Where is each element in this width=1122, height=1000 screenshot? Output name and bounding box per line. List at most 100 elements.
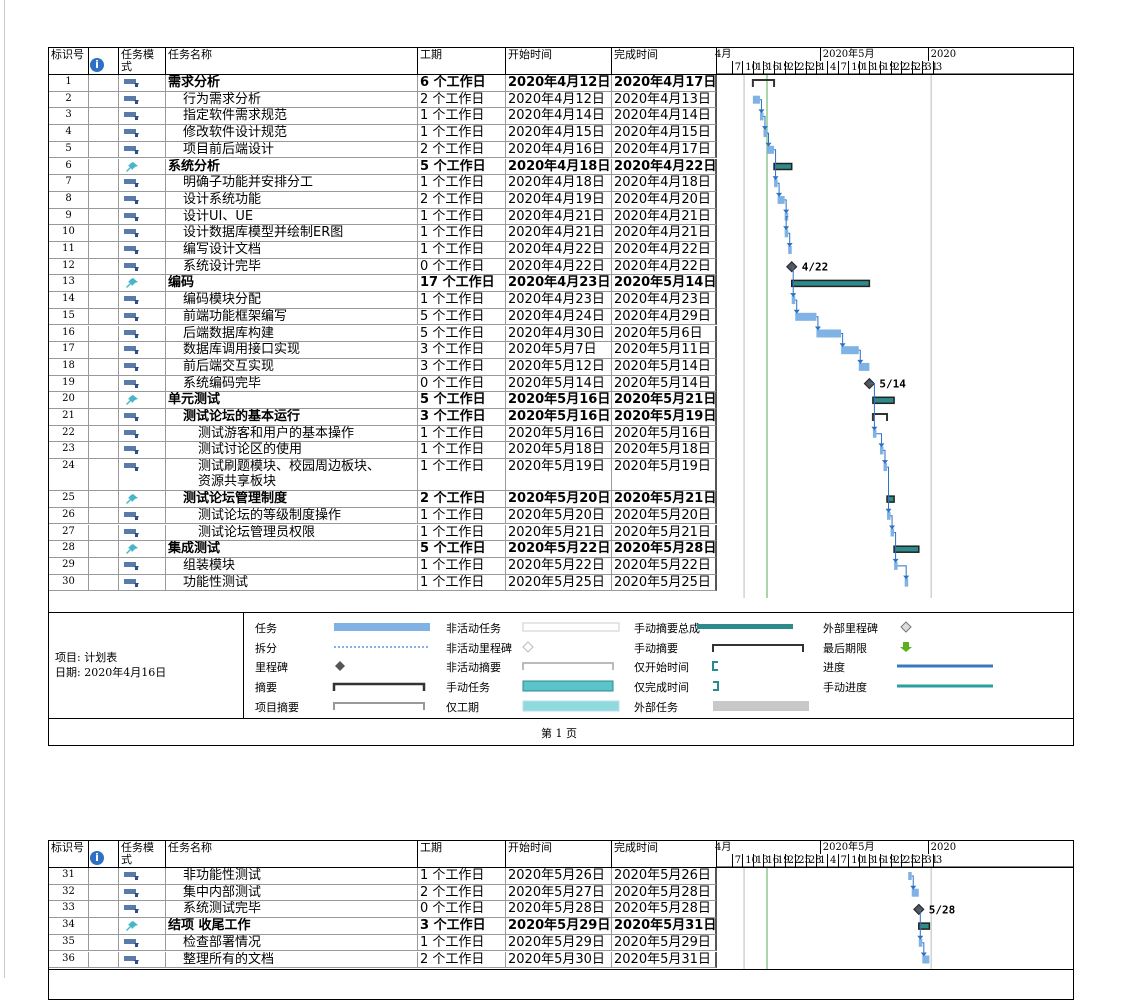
- table-row[interactable]: 19 系统编码完毕 0 个工作日 2020年5月14日 2020年5月14日: [49, 375, 717, 393]
- dependency-arrowhead: [783, 209, 790, 214]
- task-id: 30: [49, 574, 89, 592]
- task-name-text: 系统分析: [168, 158, 221, 174]
- task-name: 项目前后端设计: [166, 141, 418, 159]
- dependency-arrowhead: [917, 935, 924, 940]
- table-row[interactable]: 15 前端功能框架编写 5 个工作日 2020年4月24日 2020年4月29日: [49, 308, 717, 326]
- table-row[interactable]: 20 单元测试 5 个工作日 2020年5月16日 2020年5月21日: [49, 392, 717, 409]
- dependency-arrow: [890, 515, 893, 527]
- table-row[interactable]: 36 整理所有的文档 2 个工作日 2020年5月30日 2020年5月31日: [49, 951, 717, 969]
- task-indicators: [89, 275, 119, 293]
- info-icon: i: [90, 58, 104, 72]
- task-mode: [119, 375, 166, 393]
- timeline-day-label: 4: [827, 61, 838, 74]
- table-row[interactable]: 7 明确子功能并安排分工 1 个工作日 2020年4月18日 2020年4月18日: [49, 175, 717, 192]
- task-start: 2020年5月21日: [506, 524, 612, 542]
- task-indicators: [89, 868, 119, 885]
- table-row[interactable]: 12 系统设计完毕 0 个工作日 2020年4月22日 2020年4月22日: [49, 258, 717, 276]
- table-row[interactable]: 10 设计数据库模型并绘制ER图 1 个工作日 2020年4月21日 2020年4月21…: [49, 225, 717, 242]
- table-row[interactable]: 30 功能性测试 1 个工作日 2020年5月25日 2020年5月25日: [49, 574, 717, 592]
- table-row[interactable]: 4 修改软件设计规范 1 个工作日 2020年4月15日 2020年4月15日: [49, 125, 717, 142]
- table-row[interactable]: 16 后端数据库构建 5 个工作日 2020年4月30日 2020年5月6日: [49, 325, 717, 343]
- table-row[interactable]: 28 集成测试 5 个工作日 2020年5月22日 2020年5月28日: [49, 541, 717, 558]
- dependency-arrow: [918, 908, 921, 937]
- task-mode: [119, 325, 166, 343]
- table-row[interactable]: 35 检查部署情况 1 个工作日 2020年5月29日 2020年5月29日: [49, 934, 717, 952]
- task-mode: [119, 901, 166, 919]
- table-row[interactable]: 3 指定软件需求规范 1 个工作日 2020年4月14日 2020年4月14日: [49, 108, 717, 126]
- task-name: 测试论坛的基本运行: [166, 409, 418, 426]
- table-row[interactable]: 23 测试讨论区的使用 1 个工作日 2020年5月18日 2020年5月18日: [49, 442, 717, 460]
- dependency-arrowhead: [786, 243, 793, 247]
- task-finish: 2020年4月21日: [612, 208, 717, 226]
- auto-schedule-icon: [124, 344, 140, 355]
- table-row[interactable]: 29 组装模块 1 个工作日 2020年5月22日 2020年5月22日: [49, 557, 717, 575]
- task-finish: 2020年5月18日: [612, 442, 717, 460]
- task-name: 编码模块分配: [166, 292, 418, 309]
- auto-schedule-icon: [124, 378, 140, 389]
- task-indicators: [89, 242, 119, 259]
- table-row[interactable]: 22 测试游客和用户的基本操作 1 个工作日 2020年5月16日 2020年5月16日: [49, 425, 717, 443]
- legend-duration-only-symbol: [522, 700, 620, 712]
- table-row[interactable]: 27 测试论坛管理员权限 1 个工作日 2020年5月21日 2020年5月21日: [49, 524, 717, 542]
- task-id: 14: [49, 292, 89, 309]
- task-name: 功能性测试: [166, 574, 418, 592]
- timeline-day-label: 10: [848, 854, 864, 867]
- task-name: 系统测试完毕: [166, 901, 418, 919]
- task-start: 2020年4月16日: [506, 141, 612, 159]
- task-name-text-line2: 资源共享板块: [198, 474, 277, 490]
- table-row[interactable]: 5 项目前后端设计 2 个工作日 2020年4月16日 2020年4月17日: [49, 141, 717, 159]
- task-start: 2020年4月19日: [506, 191, 612, 209]
- table-row[interactable]: 11 编写设计文档 1 个工作日 2020年4月22日 2020年4月22日: [49, 242, 717, 259]
- task-start: 2020年5月20日: [506, 491, 612, 508]
- task-name-text: 测试游客和用户的基本操作: [198, 425, 355, 441]
- task-indicators: [89, 901, 119, 919]
- task-name-text: 组装模块: [183, 557, 236, 573]
- table-row[interactable]: 33 系统测试完毕 0 个工作日 2020年5月28日 2020年5月28日: [49, 901, 717, 919]
- table-row[interactable]: 14 编码模块分配 1 个工作日 2020年4月23日 2020年4月23日: [49, 292, 717, 309]
- gantt-print-page-1: 标识号 i 任务模式 任务名称 工期 开始时间 完成时间 1 需求分析 6 个工作日…: [48, 47, 1074, 746]
- table-row[interactable]: 24 测试刷题模块、校园周边板块、 资源共享板块 1 个工作日 2020年5月19日 20…: [49, 459, 717, 492]
- table-row[interactable]: 26 测试论坛的等级制度操作 1 个工作日 2020年5月20日 2020年5月20日: [49, 507, 717, 525]
- table-row[interactable]: 21 测试论坛的基本运行 3 个工作日 2020年5月16日 2020年5月19日: [49, 409, 717, 426]
- legend-label: 拆分: [255, 642, 277, 655]
- table-row[interactable]: 34 结项 收尾工作 3 个工作日 2020年5月29日 2020年5月31日: [49, 918, 717, 935]
- task-indicators: [89, 375, 119, 393]
- table-row[interactable]: 31 非功能性测试 1 个工作日 2020年5月26日 2020年5月26日: [49, 868, 717, 885]
- legend-label: 手动摘要: [634, 642, 678, 655]
- table-row[interactable]: 8 设计系统功能 2 个工作日 2020年4月19日 2020年4月20日: [49, 191, 717, 209]
- table-row[interactable]: 18 前后端交互实现 3 个工作日 2020年5月12日 2020年5月14日: [49, 358, 717, 376]
- auto-schedule-icon: [124, 227, 140, 238]
- table-row[interactable]: 25 测试论坛管理制度 2 个工作日 2020年5月20日 2020年5月21日: [49, 491, 717, 508]
- task-mode: [119, 275, 166, 293]
- timeline-month-label: 2020: [927, 841, 956, 854]
- task-finish: 2020年4月18日: [612, 175, 717, 192]
- task-name-text: 测试讨论区的使用: [198, 442, 303, 458]
- manual-summary-bar: [790, 279, 871, 288]
- table-row[interactable]: 6 系统分析 5 个工作日 2020年4月18日 2020年4月22日: [49, 158, 717, 176]
- table-row[interactable]: 2 行为需求分析 2 个工作日 2020年4月12日 2020年4月13日: [49, 91, 717, 109]
- timeline-day-label: 16: [869, 61, 885, 74]
- task-id: 10: [49, 225, 89, 242]
- timeline-day-label: 7: [837, 854, 849, 867]
- task-indicators: [89, 308, 119, 326]
- auto-schedule-icon: [124, 870, 140, 881]
- timeline-day-label: 3: [932, 61, 944, 74]
- timeline-day-label: 16: [869, 854, 885, 867]
- table-row[interactable]: 17 数据库调用接口实现 3 个工作日 2020年5月7日 2020年5月11日: [49, 342, 717, 359]
- timeline-month-label: 2020: [927, 48, 956, 61]
- task-bar: [887, 511, 891, 520]
- task-mode: [119, 308, 166, 326]
- table-row[interactable]: 1 需求分析 6 个工作日 2020年4月12日 2020年4月17日: [49, 75, 717, 92]
- timeline-day-label: 19: [879, 854, 896, 867]
- task-name-text: 行为需求分析: [183, 91, 262, 107]
- task-start: 2020年5月22日: [506, 557, 612, 575]
- task-start: 2020年5月22日: [506, 541, 612, 558]
- table-row[interactable]: 13 编码 17 个工作日 2020年4月23日 2020年5月14日: [49, 275, 717, 293]
- task-name-text: 集成测试: [168, 541, 221, 557]
- col-header-finish: 完成时间: [612, 841, 717, 867]
- manual-summary-bar: [886, 495, 895, 503]
- table-row[interactable]: 9 设计UI、UE 1 个工作日 2020年4月21日 2020年4月21日: [49, 208, 717, 226]
- task-mode: [119, 409, 166, 426]
- table-row[interactable]: 32 集中内部测试 2 个工作日 2020年5月27日 2020年5月28日: [49, 884, 717, 902]
- timeline-day-label: 28: [911, 854, 927, 867]
